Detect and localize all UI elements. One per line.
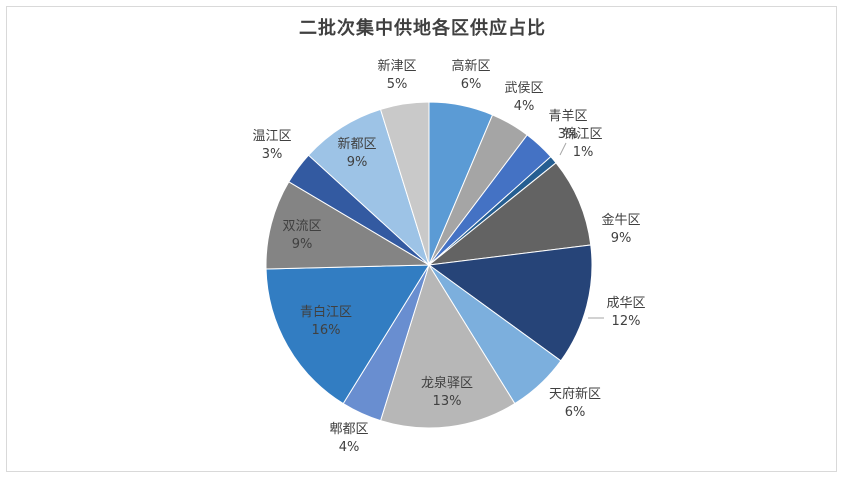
slice-label-name: 郫都区 xyxy=(329,421,368,437)
slice-label-value: 16% xyxy=(312,323,341,338)
pie-slices xyxy=(265,101,593,429)
slice-label-value: 3% xyxy=(558,127,579,142)
pie-slice xyxy=(379,263,516,429)
slice-label-name: 双流区 xyxy=(282,219,321,234)
slice-label-value: 12% xyxy=(612,314,641,329)
slice-label-name: 武侯区 xyxy=(504,81,543,96)
slice-label-name: 金牛区 xyxy=(601,212,640,228)
slice-label-name: 青羊区 xyxy=(548,108,587,124)
slice-label-value: 6% xyxy=(565,405,586,420)
slice-label-value: 3% xyxy=(262,147,283,162)
pie-slice xyxy=(265,264,430,405)
pie-slice xyxy=(379,101,430,266)
leader-lines xyxy=(559,142,604,319)
slice-label-name: 天府新区 xyxy=(549,386,601,402)
slice-label-name: 新津区 xyxy=(377,58,416,74)
slice-label-name: 青白江区 xyxy=(300,304,352,320)
slice-label-name: 成华区 xyxy=(606,296,645,311)
pie-slice xyxy=(427,244,593,362)
chart-title: 二批次集中供地各区供应占比 xyxy=(299,18,546,39)
slice-label-value: 1% xyxy=(573,145,594,160)
slice-label-name: 高新区 xyxy=(451,58,490,74)
slice-label-name: 龙泉驿区 xyxy=(421,375,473,391)
slice-label-value: 13% xyxy=(433,394,462,409)
leader-line xyxy=(559,142,567,156)
slice-label-value: 9% xyxy=(611,231,632,246)
slice-label-value: 5% xyxy=(387,77,408,92)
pie-slice xyxy=(427,162,592,266)
pie-slice xyxy=(265,181,431,270)
slice-label-value: 4% xyxy=(514,99,535,114)
pie-slice xyxy=(307,108,431,267)
slice-label-value: 4% xyxy=(339,440,360,455)
slice-label-name: 锦江区 xyxy=(563,127,602,142)
slice-label-value: 9% xyxy=(292,237,313,252)
slice-label-value: 6% xyxy=(461,77,482,92)
slice-label-name: 温江区 xyxy=(252,129,291,144)
slice-label-name: 新都区 xyxy=(337,136,376,152)
slice-label-value: 9% xyxy=(347,155,368,170)
